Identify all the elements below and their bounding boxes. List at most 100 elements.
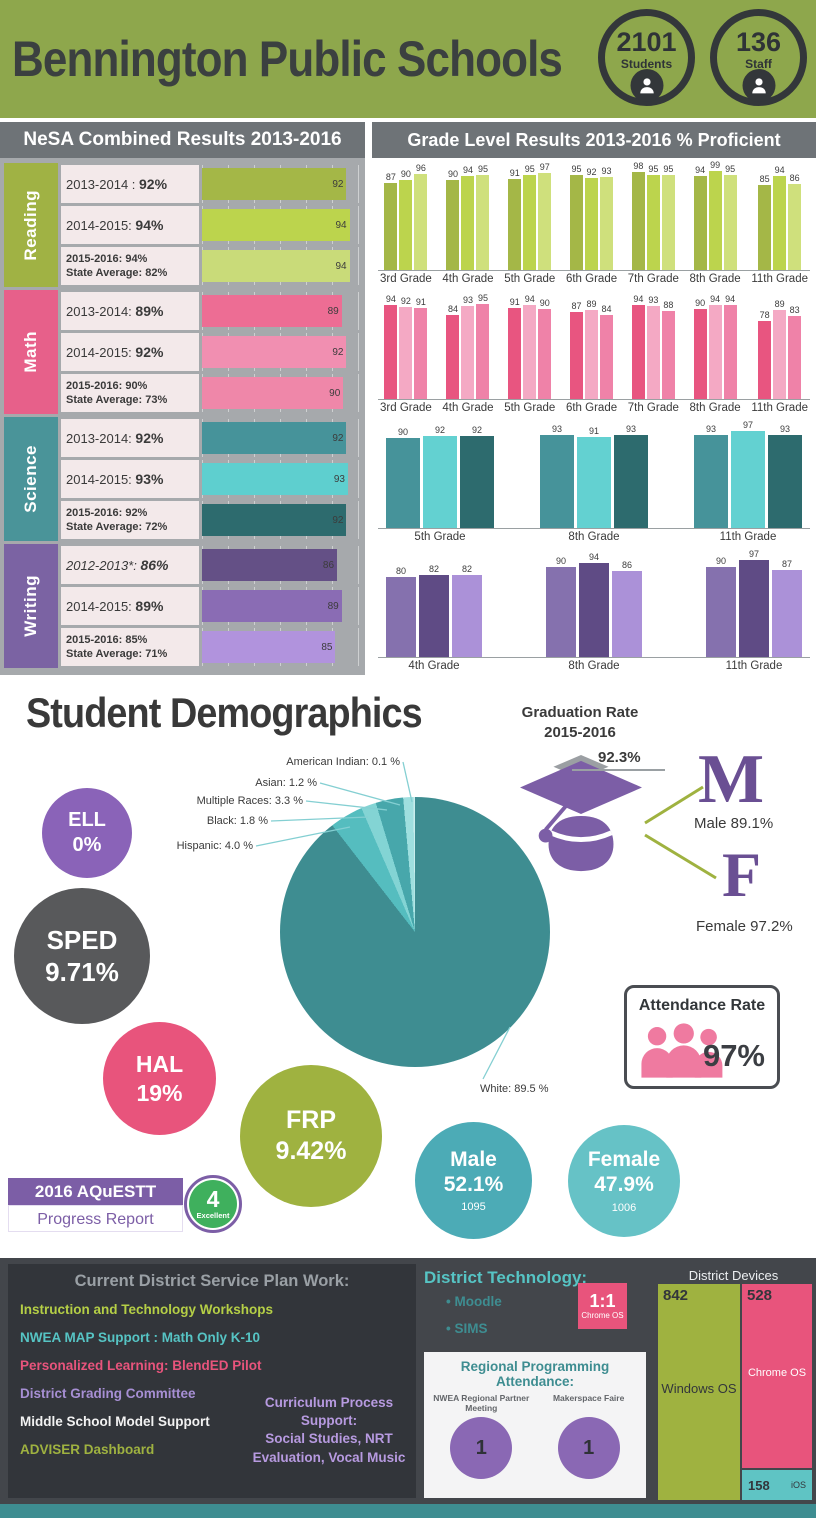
service-plan-list: Instruction and Technology Workshops NWEA… [20,1302,273,1470]
male-pct: 52.1% [443,1172,504,1196]
event-count-circle: 1 [450,1417,513,1479]
result-label: 2015-2016: 94% State Average: 82% [61,247,199,285]
bar [546,567,576,657]
nesa-result-row: 2014-2015: 89% 89 [61,587,359,625]
female-letter: F [722,839,762,910]
attendance-title: Attendance Rate [638,997,766,1014]
bar [540,435,574,528]
bar [570,175,584,270]
windows-os-block: 842 Windows OS [658,1284,740,1500]
result-bar: 89 [202,590,342,622]
ell-value: 0% [72,834,102,856]
male-letter: M [698,741,765,818]
bar [538,309,552,399]
nesa-result-row: 2015-2016: 90% State Average: 73% 90 [61,374,359,412]
result-label: 2014-2015: 89% [61,587,199,625]
bar-value-label: 93 [601,166,612,176]
service-plan-item: District Grading Committee [20,1386,196,1401]
bar-value-label: 97 [742,420,753,430]
bar-value-label: 98 [633,161,644,171]
staff-count: 136 [735,27,782,57]
result-label: 2014-2015: 92% [61,333,199,371]
district-title: Bennington Public Schools [12,31,563,87]
female-name: Female [587,1148,661,1172]
bar-value-label: 91 [509,168,520,178]
subject-label-text: Reading [21,189,40,261]
subject-label-text: Writing [21,575,40,637]
bar-track: 90 [202,374,359,412]
grade-label: 5th Grade [414,531,466,543]
subject-label-text: Science [21,445,40,513]
grade-label: 8th Grade [568,660,620,672]
bar [570,312,584,399]
bar-value-label: 94 [633,294,644,304]
sped-value: 9.71% [45,957,119,987]
bar-value-label: 93 [779,424,790,434]
state-average: State Average: 82% [66,267,168,279]
service-plan-item: Middle School Model Support [20,1414,210,1429]
demographics-title: Student Demographics [26,689,423,736]
aquestt-subtitle: Progress Report [8,1205,183,1232]
bar [708,305,722,399]
aquestt-banner: 2016 AQuESTT Progress Report [8,1178,183,1232]
nesa-chart-body: Reading 2013-2014 : 92% 92 2014-2015: 94% 94… [0,158,365,675]
bar-value-label: 94 [462,165,473,175]
bar-track: 89 [202,292,359,330]
pie-label-hispanic: Hispanic: 4.0 % [176,840,253,852]
student-demographics-section: Student Demographics American Indian: 0.… [0,675,816,1258]
nesa-subject-block-science: Science 2013-2014: 92% 92 2014-2015: 93% 93 2… [4,417,361,541]
district-technology-list: Moodle SIMS [446,1294,501,1348]
header: Bennington Public Schools 2101 Students … [0,0,816,118]
bar-value-label: 82 [461,564,472,574]
nesa-result-row: 2014-2015: 94% 94 [61,206,359,244]
male-graduation-rate: Male 89.1% [694,815,774,832]
aquestt-title: 2016 AQuESTT [8,1178,183,1205]
bar-value-label: 92 [586,167,597,177]
nesa-result-row: 2015-2016: 94% State Average: 82% 94 [61,247,359,285]
bar [585,178,599,270]
graduation-cap-icon [520,755,642,872]
result-bar: 92 [202,336,347,368]
grade-label: 7th Grade [627,402,679,414]
grade-group: 91 95 97 5th Grade [504,160,555,286]
nesa-panel-title: NeSA Combined Results 2013-2016 [0,122,365,158]
result-bar: 93 [202,463,348,495]
result-label: 2013-2014 : 92% [61,165,199,203]
service-plan-item: NWEA MAP Support : Math Only K-10 [20,1330,261,1345]
bar [538,173,552,270]
grade-label: 11th Grade [751,273,808,285]
result-year-value: 2014-2015: 92% [66,344,164,360]
ell-label: ELL [68,809,106,831]
bar-value-label: 78 [759,310,770,320]
result-label: 2013-2014: 92% [61,419,199,457]
result-bar: 92 [202,422,347,454]
service-plan-item: ADVISER Dashboard [20,1442,155,1457]
bar-value-label: 91 [588,426,599,436]
result-year-value: 2013-2014 : 92% [66,176,168,192]
attendance-box: Attendance Rate 97% [624,985,780,1089]
bar-value-label: 95 [648,164,659,174]
bar-value-label: 92 [400,296,411,306]
regional-events: NWEA Regional Partner Meeting 1 Makerspace… [424,1393,646,1479]
bar-value-label: 88 [663,300,674,310]
bar-value-label: 90 [715,556,726,566]
students-count: 2101 [616,27,677,57]
bar [523,175,537,270]
bar [661,175,675,270]
bar-value-label: 80 [395,566,406,576]
grade-group: 85 94 86 11th Grade [751,160,808,286]
nesa-result-row: 2014-2015: 92% 92 [61,333,359,371]
graduation-rate-title-line2: 2015-2016 [544,724,616,742]
bar-value-label: 90 [695,298,706,308]
sped-label: SPED [46,924,118,955]
grade-label: 6th Grade [565,402,618,414]
result-year-value: 2014-2015: 94% [66,217,164,233]
result-bar: 90 [202,377,344,409]
subject-label-science: Science [4,417,58,541]
bar [476,304,490,399]
result-label: 2014-2015: 94% [61,206,199,244]
service-plan-box: Current District Service Plan Work: Inst… [8,1264,416,1498]
graduation-rate-value: 92.3% [598,749,641,766]
result-year-value: 2014-2015: 93% [66,471,164,487]
aquestt-score: 4 [206,1186,220,1212]
